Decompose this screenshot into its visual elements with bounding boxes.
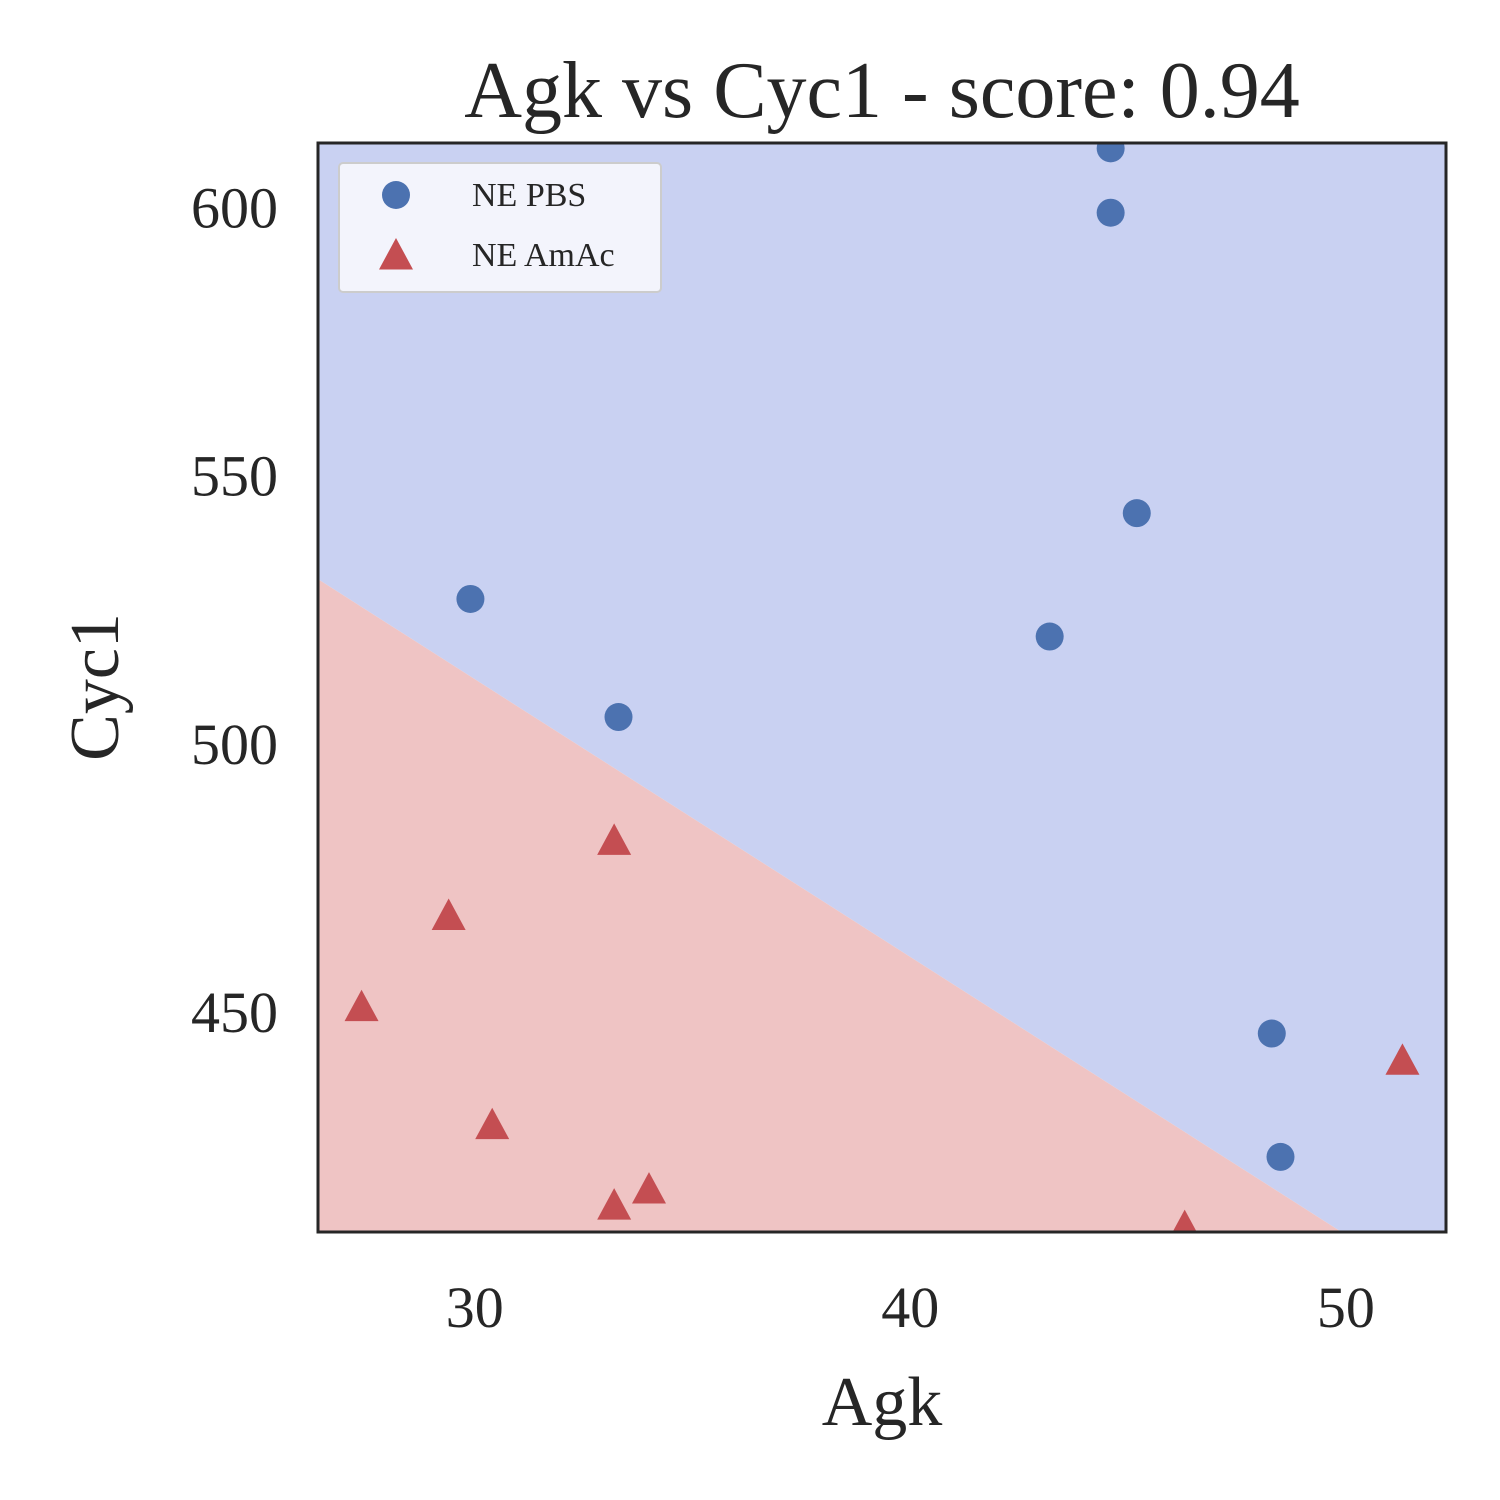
data-point-ne-amac <box>597 823 632 855</box>
data-point-ne-pbs <box>456 584 485 613</box>
y-tick-label: 500 <box>191 712 278 777</box>
region-ne-pbs <box>318 143 1446 1232</box>
data-point-ne-pbs <box>604 703 633 732</box>
x-axis-ticks: 30 40 50 <box>446 1275 1375 1340</box>
y-axis-ticks: 450 500 550 600 <box>191 175 278 1045</box>
legend-label: NE AmAc <box>472 237 615 274</box>
plot-area <box>318 143 1446 1232</box>
legend-marker-ne-amac <box>379 238 413 270</box>
data-point-ne-amac <box>597 1188 632 1220</box>
legend-box <box>338 162 662 293</box>
data-points <box>344 143 1420 1232</box>
series-ne-amac <box>344 823 1420 1232</box>
legend-item-ne-pbs: NE PBS <box>382 177 586 214</box>
x-axis-label: Agk <box>822 1364 943 1441</box>
y-axis-label: Cyc1 <box>57 613 134 761</box>
y-tick-label: 450 <box>191 980 278 1045</box>
region-ne-amac <box>318 579 1446 1232</box>
plot-frame <box>316 141 1448 1234</box>
series-ne-pbs <box>456 143 1295 1171</box>
data-point-ne-pbs <box>1096 143 1125 163</box>
chart-title: Agk vs Cyc1 - score: 0.94 <box>464 47 1299 135</box>
data-point-ne-amac <box>1385 1043 1420 1075</box>
data-point-ne-amac <box>631 1172 666 1204</box>
legend-marker-ne-pbs <box>382 181 410 209</box>
x-tick-label: 50 <box>1317 1275 1375 1340</box>
data-point-ne-pbs <box>1122 499 1151 528</box>
x-tick-label: 40 <box>881 1275 939 1340</box>
y-tick-label: 600 <box>191 175 278 240</box>
data-point-ne-amac <box>344 989 379 1022</box>
data-point-ne-amac <box>475 1107 510 1140</box>
x-tick-label: 30 <box>446 1275 504 1340</box>
legend-item-ne-amac: NE AmAc <box>379 237 615 274</box>
data-point-ne-amac <box>431 898 466 930</box>
data-point-ne-pbs <box>1266 1142 1295 1171</box>
legend-label: NE PBS <box>472 177 586 214</box>
data-point-ne-pbs <box>1257 1019 1286 1048</box>
data-point-ne-amac <box>1172 1209 1197 1232</box>
data-point-ne-pbs <box>1096 198 1125 227</box>
data-point-ne-pbs <box>1035 622 1064 651</box>
legend: NE PBS NE AmAc <box>338 162 662 293</box>
y-tick-label: 550 <box>191 444 278 509</box>
